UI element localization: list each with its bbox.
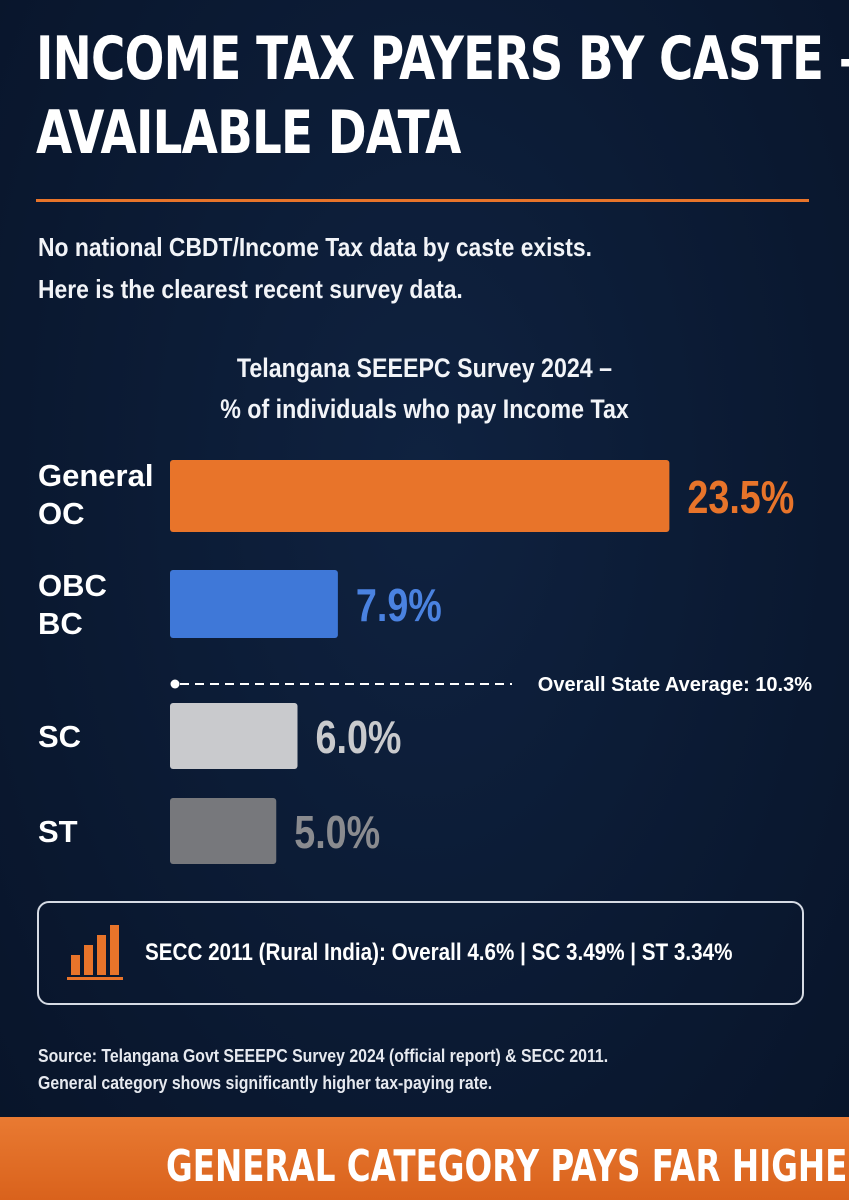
footer-banner: GENERAL CATEGORY PAYS FAR HIGHER INCOME …	[0, 1117, 849, 1200]
intro-line-2: Here is the clearest recent survey data.	[38, 274, 463, 304]
value-label-3: 5.0%	[294, 806, 380, 857]
page-title: INCOME TAX PAYERS BY CASTE – AVAILABLE D…	[36, 22, 849, 170]
title-line-2: AVAILABLE DATA	[36, 98, 461, 168]
footer-text-label: GENERAL CATEGORY PAYS FAR HIGHER INCOME …	[165, 1141, 849, 1192]
source-note: Source: Telangana Govt SEEEPC Survey 202…	[38, 1043, 724, 1097]
category-label-2: SC	[38, 719, 81, 754]
bar-2	[170, 703, 298, 769]
value-label-1: 7.9%	[356, 579, 442, 630]
value-label-0: 23.5%	[687, 471, 794, 522]
category-label-1-line1: OBC	[38, 568, 107, 603]
category-label-3: ST	[38, 814, 78, 849]
category-label-1-line2: BC	[38, 606, 83, 641]
title-line-1: INCOME TAX PAYERS BY CASTE –	[36, 24, 849, 94]
secc-summary: SECC 2011 (Rural India): Overall 4.6% | …	[145, 939, 733, 966]
intro-text: No national CBDT/Income Tax data by cast…	[38, 226, 724, 310]
intro-line-1: No national CBDT/Income Tax data by cast…	[38, 232, 592, 262]
source-line-2: General category shows significantly hig…	[38, 1073, 493, 1093]
average-line-marker	[170, 679, 180, 689]
chart-title-line-2: % of individuals who pay Income Tax	[220, 394, 629, 424]
value-label-2: 6.0%	[316, 711, 402, 762]
bar-0	[170, 460, 670, 532]
average-line-label: Overall State Average: 10.3%	[538, 674, 812, 696]
bar-chart-icon	[67, 925, 123, 980]
chart-title: Telangana SEEEPC Survey 2024 – % of indi…	[0, 348, 849, 430]
secc-info-box: SECC 2011 (Rural India): Overall 4.6% | …	[37, 901, 804, 1005]
chart-title-line-1: Telangana SEEEPC Survey 2024 –	[236, 353, 613, 383]
source-line-1: Source: Telangana Govt SEEEPC Survey 202…	[38, 1046, 609, 1066]
footer-text: GENERAL CATEGORY PAYS FAR HIGHER INCOME …	[0, 1141, 849, 1192]
category-label-0-line1: General	[38, 458, 153, 493]
title-divider	[36, 199, 809, 202]
bar-1	[170, 570, 338, 638]
category-label-0-line2: OC	[38, 496, 85, 531]
bar-3	[170, 798, 277, 864]
